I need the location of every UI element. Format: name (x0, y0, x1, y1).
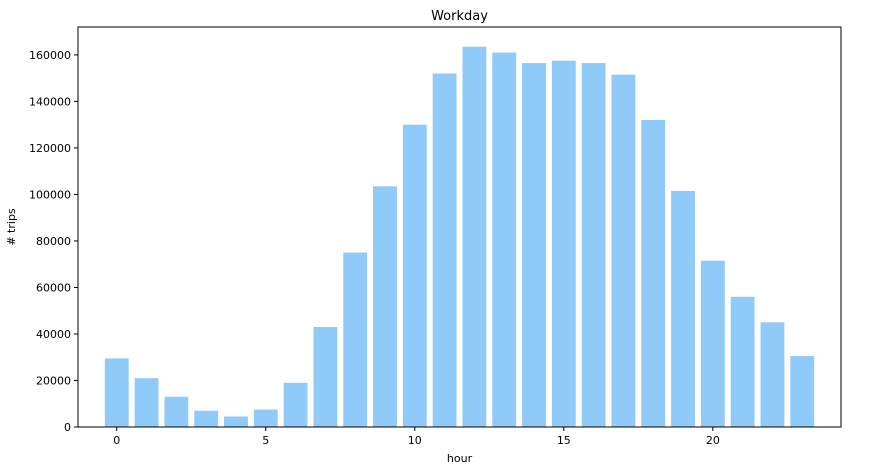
y-tick-label: 80000 (36, 235, 71, 248)
bar-hour-19 (671, 190, 695, 427)
bar-hour-11 (432, 73, 457, 427)
bar-hour-1 (134, 378, 159, 427)
x-tick-label: 5 (262, 434, 269, 447)
bar-hour-16 (581, 63, 606, 428)
x-tick-label: 0 (113, 434, 120, 447)
bar-hour-9 (373, 186, 397, 427)
x-axis-label: hour (447, 452, 473, 465)
bar-hour-12 (462, 46, 487, 427)
bar-hour-0 (104, 358, 129, 427)
x-tick-label: 10 (408, 434, 422, 447)
y-tick-label: 120000 (29, 142, 71, 155)
bar-hour-22 (760, 322, 785, 427)
bar-hour-3 (194, 410, 219, 427)
y-tick-label: 100000 (29, 188, 71, 201)
x-tick-label: 15 (557, 434, 571, 447)
y-axis: 0 20000 40000 60000 80000 100000 120000 140000 1… (29, 49, 78, 434)
y-tick-label: 60000 (36, 281, 71, 294)
bar-hour-21 (730, 296, 755, 427)
bar-hour-17 (611, 74, 636, 428)
bars-group (104, 46, 815, 428)
bar-hour-20 (700, 260, 725, 427)
bar-hour-4 (224, 416, 248, 427)
bar-hour-10 (402, 124, 427, 428)
bar-hour-2 (164, 396, 189, 427)
y-tick-label: 140000 (29, 95, 71, 108)
y-tick-label: 20000 (36, 374, 71, 387)
bar-hour-14 (522, 63, 546, 428)
y-axis-label: # trips (5, 208, 18, 246)
bar-hour-8 (343, 252, 368, 427)
plot-frame (77, 26, 842, 428)
bar-hour-5 (253, 409, 278, 427)
bar-hour-15 (551, 60, 576, 427)
bar-hour-13 (492, 52, 517, 428)
bar-hour-23 (790, 356, 815, 427)
bar-hour-18 (641, 120, 666, 427)
chart-title: Workday (431, 9, 488, 24)
y-tick-label: 0 (64, 421, 71, 434)
y-tick-label: 160000 (29, 49, 71, 62)
bar-hour-6 (283, 382, 308, 427)
bar-hour-7 (313, 327, 338, 427)
x-tick-label: 20 (706, 434, 720, 447)
y-tick-label: 40000 (36, 328, 71, 341)
x-axis: 0 5 10 15 20 (113, 427, 720, 447)
